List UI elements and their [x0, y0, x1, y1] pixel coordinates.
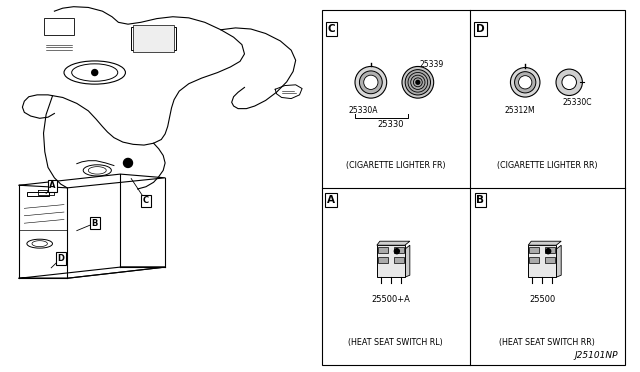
Polygon shape: [377, 241, 410, 245]
Text: (CIGARETTE LIGHTER FR): (CIGARETTE LIGHTER FR): [346, 161, 445, 170]
Circle shape: [364, 75, 378, 89]
Text: D: D: [58, 254, 64, 263]
Polygon shape: [556, 245, 561, 277]
Text: A: A: [327, 195, 335, 205]
Circle shape: [515, 72, 536, 93]
Circle shape: [416, 80, 420, 84]
Bar: [529, 247, 540, 253]
Circle shape: [360, 71, 382, 94]
Text: 25500+A: 25500+A: [371, 295, 410, 304]
Text: (HEAT SEAT SWITCH RR): (HEAT SEAT SWITCH RR): [499, 338, 595, 347]
Bar: [378, 247, 388, 253]
Text: C: C: [143, 196, 149, 205]
Bar: [322, 10, 625, 365]
Bar: [528, 245, 556, 277]
Bar: [27, 192, 49, 196]
Text: 25312M: 25312M: [505, 106, 536, 115]
Text: (HEAT SEAT SWITCH RL): (HEAT SEAT SWITCH RL): [348, 338, 444, 347]
Circle shape: [511, 68, 540, 97]
Bar: [378, 257, 388, 263]
Bar: [545, 257, 556, 263]
Text: D: D: [476, 24, 484, 34]
Circle shape: [402, 67, 434, 98]
Text: C: C: [328, 24, 335, 34]
Text: B: B: [92, 219, 98, 228]
Circle shape: [405, 70, 431, 95]
Text: 25339: 25339: [420, 60, 444, 69]
Circle shape: [546, 249, 550, 254]
Circle shape: [562, 75, 577, 90]
Circle shape: [124, 158, 132, 167]
Circle shape: [355, 67, 387, 98]
Circle shape: [394, 249, 399, 254]
Circle shape: [518, 76, 532, 89]
Bar: [131, 27, 176, 50]
Text: 25330: 25330: [378, 120, 404, 129]
Bar: [394, 257, 404, 263]
Bar: [545, 247, 556, 253]
Bar: [133, 25, 174, 52]
Text: B: B: [476, 195, 484, 205]
Circle shape: [556, 69, 582, 96]
Circle shape: [92, 70, 98, 76]
Text: 25330A: 25330A: [348, 106, 378, 115]
Text: 25500: 25500: [529, 295, 556, 304]
Polygon shape: [405, 245, 410, 277]
Text: (CIGARETTE LIGHTER RR): (CIGARETTE LIGHTER RR): [497, 161, 598, 170]
Bar: [529, 257, 540, 263]
Text: 25330C: 25330C: [563, 98, 592, 107]
Bar: [394, 247, 404, 253]
Bar: [377, 245, 405, 277]
Bar: [44, 18, 74, 35]
Text: J25101NP: J25101NP: [575, 351, 618, 360]
Text: A: A: [49, 182, 56, 190]
Polygon shape: [528, 241, 561, 245]
